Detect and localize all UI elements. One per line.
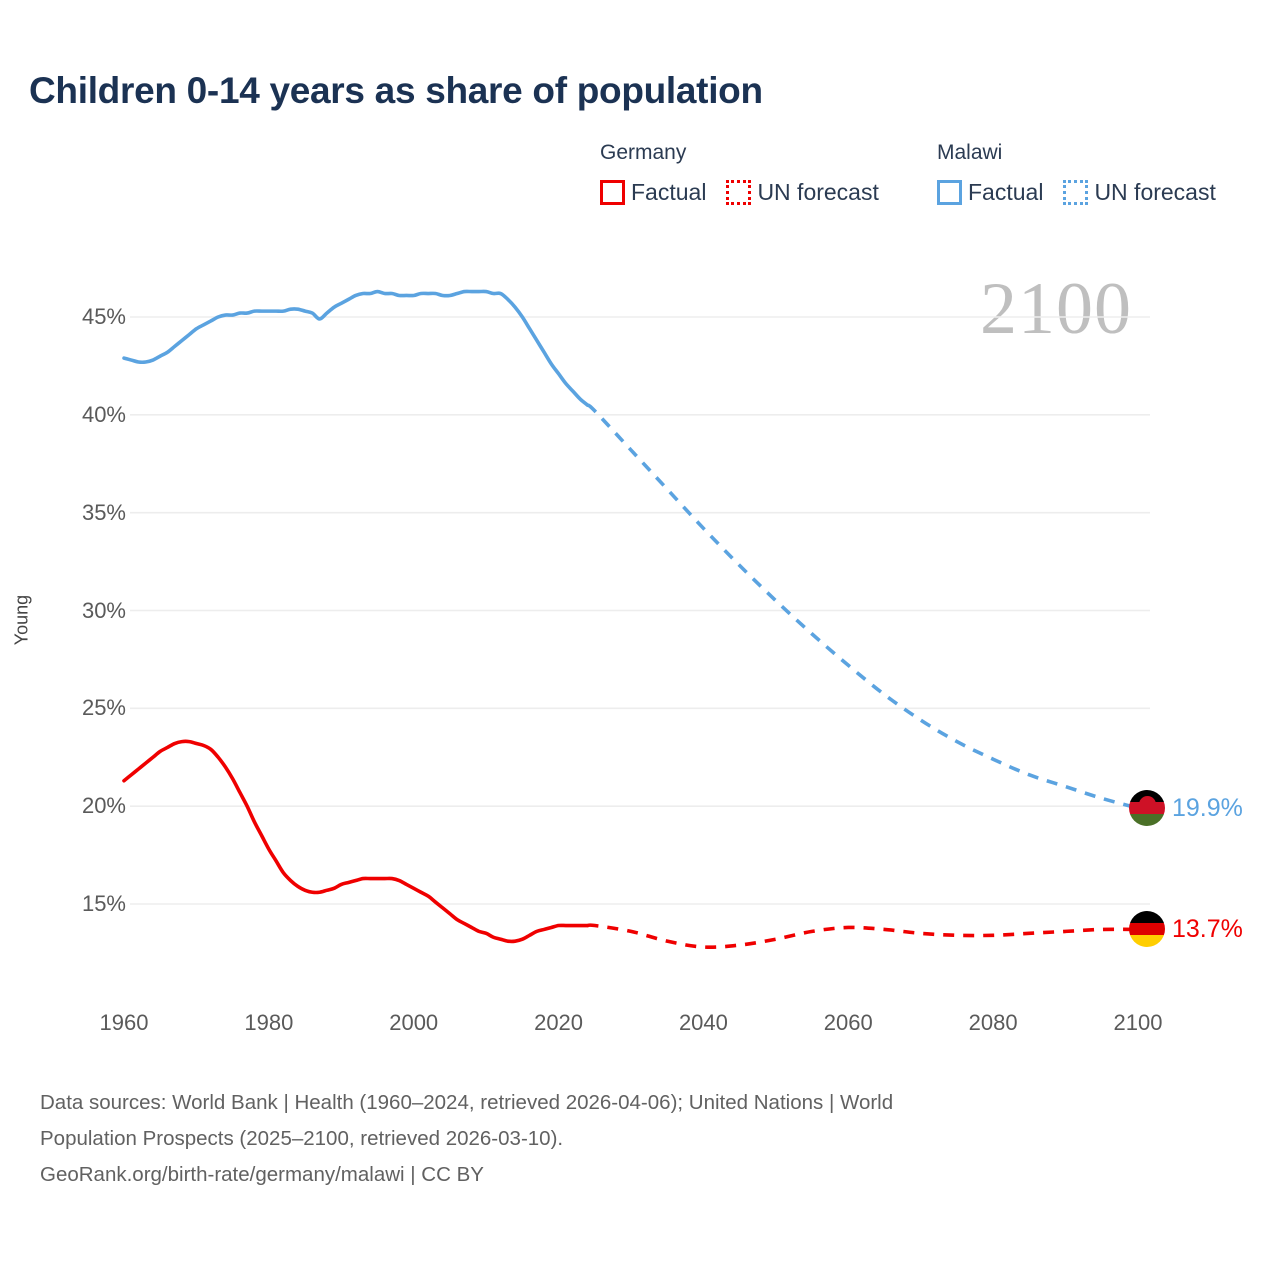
y-axis-tick-label: 45% — [81, 304, 126, 329]
legend-swatch-dotted-icon — [1063, 180, 1089, 205]
footer-line-1: Data sources: World Bank | Health (1960–… — [40, 1091, 894, 1114]
y-axis-tick-label: 40% — [81, 401, 126, 427]
series-line-germany-factual — [122, 739, 590, 944]
x-axis-tick-label: 1980 — [244, 1010, 294, 1035]
endpoint-value-germany: 13.7% — [1172, 914, 1243, 943]
legend-swatch-dotted-icon — [726, 180, 752, 205]
legend-row-germany: Factual UN forecast — [600, 180, 879, 205]
footer-line-2: Population Prospects (2025–2100, retriev… — [40, 1126, 564, 1150]
x-axis-tick-label: 2060 — [823, 1010, 873, 1035]
legend-item-malawi-forecast[interactable]: UN forecast — [1063, 179, 1216, 205]
legend-row-malawi: Factual UN forecast — [937, 180, 1216, 205]
series-line-germany-forecast — [587, 923, 1139, 950]
y-axis-tick-label: 30% — [81, 597, 126, 623]
legend-country-malawi: Malawi — [937, 141, 1003, 164]
malawi-flag-icon — [1129, 790, 1165, 827]
x-axis-tick-label: 2040 — [678, 1010, 728, 1035]
year-watermark: 2100 — [980, 268, 1132, 350]
legend-label-malawi-forecast: UN forecast — [1094, 179, 1216, 205]
y-axis-tick-label: 15% — [81, 891, 126, 916]
series-line-malawi-forecast — [586, 403, 1139, 810]
legend-label-malawi-factual: Factual — [968, 179, 1044, 205]
endpoint-value-malawi: 19.9% — [1172, 793, 1243, 822]
germany-flag-icon — [1129, 911, 1165, 948]
x-axis-tick-label: 2080 — [968, 1010, 1018, 1035]
y-axis-tick-label: 35% — [81, 499, 126, 525]
legend-country-germany: Germany — [600, 141, 687, 164]
legend-group-malawi: Malawi Factual UN forecast — [937, 142, 1216, 205]
legend-group-germany: Germany Factual UN forecast — [600, 142, 879, 205]
legend-label-germany-forecast: UN forecast — [757, 179, 879, 205]
legend-label-germany-factual: Factual — [631, 179, 707, 205]
footer-line-3: GeoRank.org/birth-rate/germany/malawi | … — [40, 1162, 484, 1186]
x-axis-tick-label: 1960 — [99, 1010, 149, 1035]
legend-item-malawi-factual[interactable]: Factual — [937, 180, 1043, 205]
x-axis-tick-label: 2020 — [534, 1010, 584, 1035]
legend-swatch-solid-icon — [937, 180, 962, 205]
x-axis-tick-label: 2100 — [1113, 1010, 1163, 1035]
endpoint-malawi: 19.9% — [1129, 790, 1243, 827]
y-axis-tick-label: 20% — [81, 793, 126, 819]
y-axis-tick-label: 25% — [81, 695, 126, 721]
x-axis-tick-label: 2000 — [389, 1010, 439, 1035]
legend-item-germany-forecast[interactable]: UN forecast — [726, 179, 879, 205]
footer-sources: Data sources: World Bank | Health (1960–… — [40, 1087, 1240, 1190]
legend-swatch-solid-icon — [600, 180, 625, 205]
endpoint-germany: 13.7% — [1129, 911, 1243, 948]
page-title: Children 0-14 years as share of populati… — [29, 70, 763, 111]
series-line-malawi-factual — [122, 289, 590, 407]
legend-item-germany-factual[interactable]: Factual — [600, 180, 706, 205]
chart-legend: Germany Factual UN forecast Malawi Factu… — [600, 142, 1260, 222]
